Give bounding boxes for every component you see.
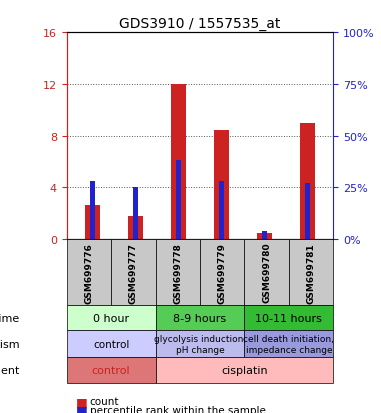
Text: 8-9 hours: 8-9 hours <box>173 313 227 323</box>
Text: cell death initiation,
impedance change: cell death initiation, impedance change <box>243 335 335 354</box>
Text: control: control <box>92 365 130 375</box>
Text: count: count <box>90 396 119 406</box>
Bar <box>219 182 224 240</box>
Bar <box>245 306 333 330</box>
Text: control: control <box>93 339 129 349</box>
Text: percentile rank within the sample: percentile rank within the sample <box>90 405 266 413</box>
Bar <box>155 330 245 358</box>
Bar <box>155 306 245 330</box>
Bar <box>155 358 333 382</box>
Text: cisplatin: cisplatin <box>221 365 268 375</box>
Text: glycolysis induction,
pH change: glycolysis induction, pH change <box>154 335 246 354</box>
Bar <box>200 240 245 306</box>
Text: ■: ■ <box>76 395 88 408</box>
Bar <box>111 240 155 306</box>
Text: 0 hour: 0 hour <box>93 313 129 323</box>
Bar <box>300 123 315 240</box>
Bar <box>263 231 267 240</box>
Text: GSM699780: GSM699780 <box>262 242 271 303</box>
Bar <box>214 131 229 240</box>
Bar <box>171 85 186 240</box>
Bar <box>245 240 289 306</box>
Bar <box>67 240 111 306</box>
Bar <box>245 330 333 358</box>
Bar <box>67 306 155 330</box>
Bar <box>85 206 100 240</box>
Text: ■: ■ <box>76 403 88 413</box>
Bar <box>306 184 310 240</box>
Text: metabolism: metabolism <box>0 339 20 349</box>
Bar <box>289 240 333 306</box>
Bar <box>155 240 200 306</box>
Bar <box>90 182 94 240</box>
Text: GSM699778: GSM699778 <box>173 242 182 303</box>
Text: 10-11 hours: 10-11 hours <box>256 313 322 323</box>
Text: agent: agent <box>0 365 20 375</box>
Text: GSM699779: GSM699779 <box>218 242 227 303</box>
Bar <box>176 161 181 240</box>
Text: time: time <box>0 313 20 323</box>
Text: GSM699777: GSM699777 <box>129 242 138 303</box>
Text: GSM699781: GSM699781 <box>307 242 315 303</box>
Title: GDS3910 / 1557535_at: GDS3910 / 1557535_at <box>119 17 281 31</box>
Bar <box>257 233 272 240</box>
Bar <box>67 330 155 358</box>
Bar <box>67 358 155 382</box>
Text: GSM699776: GSM699776 <box>85 242 93 303</box>
Bar <box>128 216 143 240</box>
Bar <box>133 188 138 240</box>
